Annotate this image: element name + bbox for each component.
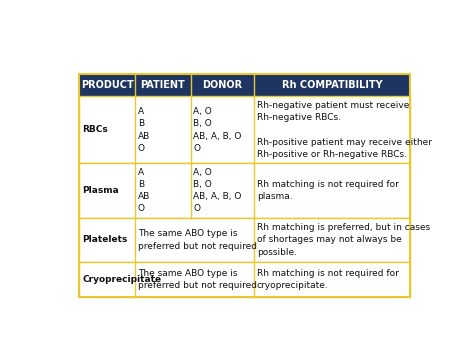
Text: PATIENT: PATIENT [140, 80, 185, 90]
Text: RBCs: RBCs [82, 125, 108, 135]
Bar [80, 262, 410, 297]
Bar [80, 74, 410, 297]
Text: The same ABO type is
preferred but not required: The same ABO type is preferred but not r… [138, 269, 257, 290]
Text: Platelets: Platelets [82, 235, 128, 245]
Text: Rh matching is not required for
plasma.: Rh matching is not required for plasma. [257, 180, 399, 201]
Text: Rh matching is preferred, but in cases
of shortages may not always be
possible.: Rh matching is preferred, but in cases o… [257, 223, 430, 257]
Text: Cryoprecipitate: Cryoprecipitate [82, 275, 162, 284]
Bar [254, 97, 410, 163]
Text: Rh-negative patient must receive
Rh-negative RBCs.

Rh-positive patient may rece: Rh-negative patient must receive Rh-nega… [257, 101, 432, 159]
Bar [191, 97, 254, 163]
Bar [254, 74, 410, 97]
Text: DONOR: DONOR [202, 80, 242, 90]
Text: The same ABO type is
preferred but not required: The same ABO type is preferred but not r… [138, 229, 257, 251]
Bar [254, 262, 410, 297]
Text: Rh COMPATIBILITY: Rh COMPATIBILITY [282, 80, 383, 90]
Bar [254, 218, 410, 262]
Bar [135, 97, 191, 163]
Bar [80, 97, 135, 163]
Text: A
B
AB
O: A B AB O [138, 107, 150, 153]
Bar [80, 163, 410, 218]
Text: A, O
B, O
AB, A, B, O
O: A, O B, O AB, A, B, O O [193, 168, 242, 213]
Text: Rh matching is not required for
cryoprecipitate.: Rh matching is not required for cryoprec… [257, 269, 399, 290]
Bar [80, 74, 135, 97]
Bar [80, 163, 135, 218]
Text: A
B
AB
O: A B AB O [138, 168, 150, 213]
Bar [135, 262, 254, 297]
Bar [191, 74, 254, 97]
Bar [191, 163, 254, 218]
Text: A, O
B, O
AB, A, B, O
O: A, O B, O AB, A, B, O O [193, 107, 242, 153]
Bar [135, 74, 191, 97]
Text: PRODUCT: PRODUCT [81, 80, 134, 90]
Bar [254, 163, 410, 218]
Bar [135, 163, 191, 218]
Bar [135, 218, 254, 262]
Bar [80, 262, 135, 297]
Text: Plasma: Plasma [82, 186, 119, 195]
Bar [80, 97, 410, 163]
Bar [80, 218, 410, 262]
Bar [80, 218, 135, 262]
